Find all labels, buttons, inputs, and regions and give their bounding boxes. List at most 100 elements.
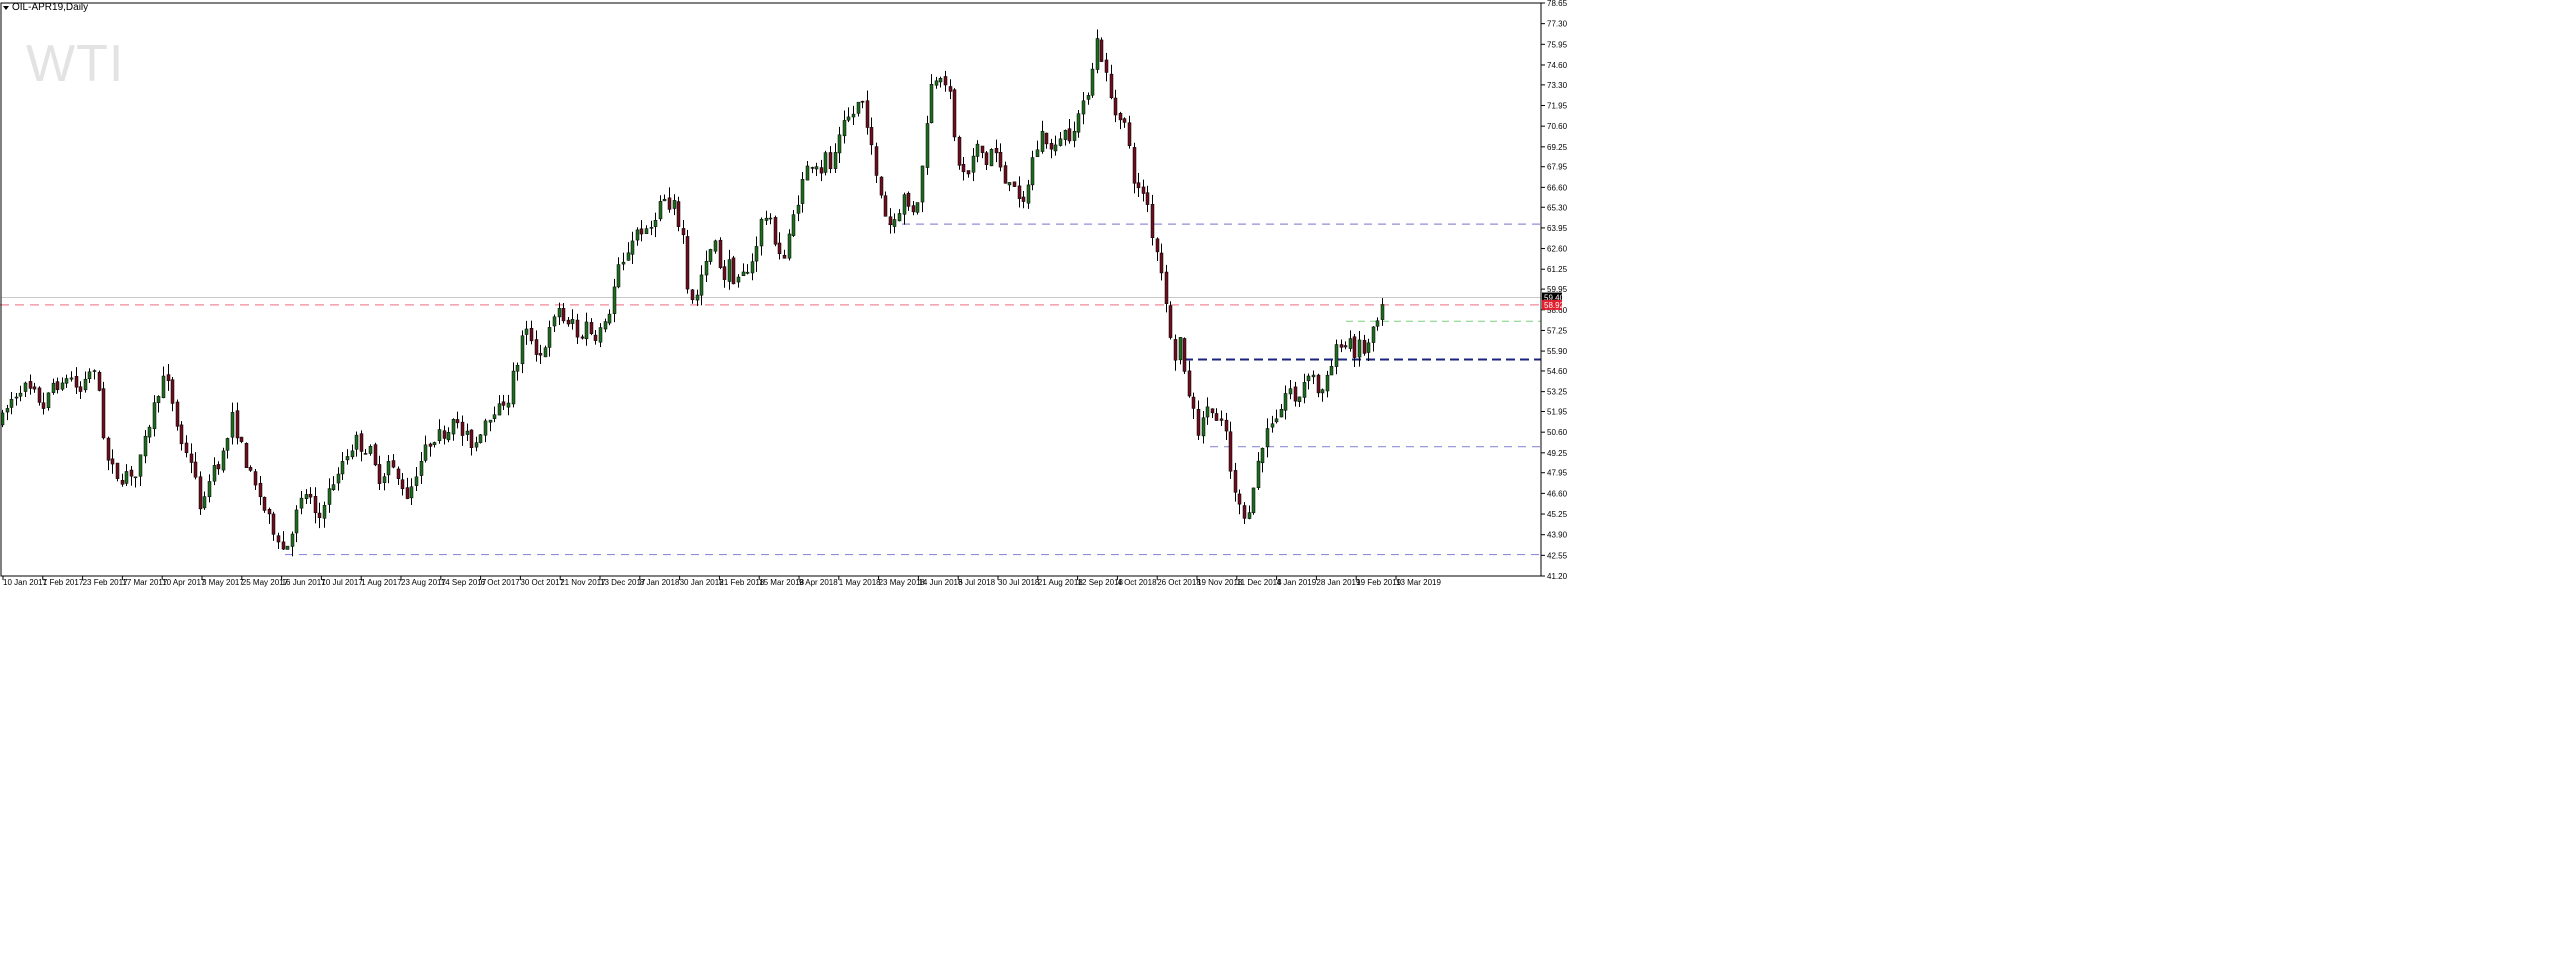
candle-down bbox=[966, 170, 971, 175]
candle-down bbox=[777, 242, 782, 255]
candle-up bbox=[543, 347, 548, 358]
candle-down bbox=[216, 464, 221, 470]
candle-down bbox=[782, 254, 787, 259]
candle-up bbox=[1274, 418, 1279, 423]
current-price-label: 59.40 bbox=[1544, 294, 1565, 303]
candle-down bbox=[363, 453, 368, 455]
candle-up bbox=[1260, 447, 1265, 464]
x-tick-label: 15 Mar 2018 bbox=[759, 578, 804, 587]
candle-up bbox=[1311, 374, 1316, 378]
candle-up bbox=[1251, 487, 1256, 514]
candle-down bbox=[984, 152, 989, 165]
candle-up bbox=[23, 382, 28, 392]
candle-up bbox=[557, 308, 562, 318]
candle-down bbox=[566, 319, 571, 325]
candle-up bbox=[336, 473, 341, 484]
candle-up bbox=[745, 271, 750, 274]
alt-price-tag bbox=[1542, 299, 1562, 310]
candle-up bbox=[524, 328, 529, 335]
candle-down bbox=[561, 308, 566, 322]
candle-down bbox=[948, 86, 953, 92]
chevron-down-icon[interactable] bbox=[3, 5, 9, 10]
candle-down bbox=[258, 482, 263, 498]
candle-up bbox=[892, 219, 897, 227]
candle-up bbox=[635, 229, 640, 241]
candle-down bbox=[1012, 181, 1017, 187]
candle-down bbox=[55, 381, 60, 391]
x-tick-label: 1 Feb 2017 bbox=[43, 578, 84, 587]
candle-down bbox=[810, 167, 815, 169]
candle-up bbox=[474, 442, 479, 448]
x-tick-label: 26 Oct 2018 bbox=[1157, 578, 1201, 587]
candle-down bbox=[281, 541, 286, 550]
candle-down bbox=[97, 371, 102, 391]
candle-up bbox=[1026, 184, 1031, 204]
candle-up bbox=[837, 134, 842, 154]
y-tick-label: 61.25 bbox=[1547, 265, 1568, 274]
candle-up bbox=[212, 465, 217, 482]
x-tick-label: 19 Nov 2018 bbox=[1197, 578, 1243, 587]
candle-up bbox=[18, 392, 23, 397]
y-tick-label: 50.60 bbox=[1547, 428, 1568, 437]
candle-down bbox=[400, 479, 405, 490]
symbol-header[interactable]: OIL-APR19,Daily bbox=[3, 2, 88, 13]
candle-down bbox=[1122, 118, 1127, 123]
candle-down bbox=[1233, 470, 1238, 493]
candle-up bbox=[695, 294, 700, 301]
candle-down bbox=[906, 192, 911, 207]
y-tick-label: 69.25 bbox=[1547, 143, 1568, 152]
candle-up bbox=[649, 227, 654, 229]
candle-up bbox=[1040, 130, 1045, 152]
candle-up bbox=[1375, 320, 1380, 327]
candle-up bbox=[598, 327, 603, 343]
candle-up bbox=[1283, 393, 1288, 411]
x-tick-label: 11 Dec 2018 bbox=[1237, 578, 1282, 587]
candle-down bbox=[253, 471, 258, 486]
candle-up bbox=[152, 402, 157, 430]
candle-down bbox=[501, 401, 506, 406]
candles bbox=[0, 29, 1385, 557]
axes: 78.65 77.30 75.95 74.60 73.30 71.95 70.60 69.25… bbox=[0, 0, 1568, 587]
candle-up bbox=[221, 450, 226, 471]
candle-down bbox=[235, 410, 240, 439]
candle-up bbox=[708, 249, 713, 262]
candle-up bbox=[322, 505, 327, 519]
candle-up bbox=[653, 219, 658, 227]
candle-down bbox=[1168, 305, 1173, 338]
candle-up bbox=[1348, 338, 1353, 349]
candle-up bbox=[64, 378, 69, 384]
candle-up bbox=[989, 149, 994, 167]
candle-down bbox=[198, 476, 203, 510]
x-tick-label: 25 May 2017 bbox=[242, 578, 289, 587]
candle-up bbox=[975, 143, 980, 157]
candle-down bbox=[819, 167, 824, 174]
candle-down bbox=[1164, 271, 1169, 304]
candle-up bbox=[1357, 339, 1362, 358]
candle-up bbox=[1265, 428, 1270, 448]
x-tick-label: 3 May 2017 bbox=[202, 578, 244, 587]
candle-up bbox=[1007, 182, 1012, 186]
y-tick-label: 53.25 bbox=[1547, 388, 1568, 397]
alt-price-label: 58.92 bbox=[1544, 301, 1565, 310]
y-tick-label: 41.20 bbox=[1547, 572, 1568, 581]
candle-down bbox=[1316, 374, 1321, 394]
candle-down bbox=[308, 493, 313, 498]
candle-up bbox=[1270, 423, 1275, 428]
candle-down bbox=[115, 462, 120, 479]
candle-up bbox=[856, 101, 861, 114]
candle-up bbox=[492, 414, 497, 419]
candle-up bbox=[1334, 344, 1339, 367]
x-tick-label: 6 Jul 2018 bbox=[958, 578, 995, 587]
candle-up bbox=[497, 403, 502, 416]
y-tick-label: 77.30 bbox=[1547, 20, 1568, 29]
candle-up bbox=[764, 217, 769, 221]
candle-down bbox=[685, 236, 690, 290]
candle-up bbox=[5, 408, 10, 413]
candle-down bbox=[1187, 370, 1192, 397]
candle-up bbox=[750, 261, 755, 274]
candle-down bbox=[101, 388, 106, 439]
y-tick-label: 57.25 bbox=[1547, 326, 1568, 335]
candle-down bbox=[1109, 73, 1114, 99]
